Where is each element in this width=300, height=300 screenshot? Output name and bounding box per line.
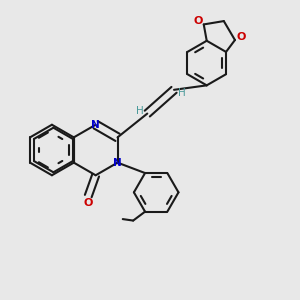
Text: H: H <box>136 106 144 116</box>
Text: N: N <box>113 158 122 168</box>
Text: O: O <box>236 32 246 42</box>
Text: N: N <box>91 120 100 130</box>
Text: O: O <box>84 199 93 208</box>
Text: H: H <box>178 88 185 98</box>
Text: O: O <box>193 16 203 26</box>
